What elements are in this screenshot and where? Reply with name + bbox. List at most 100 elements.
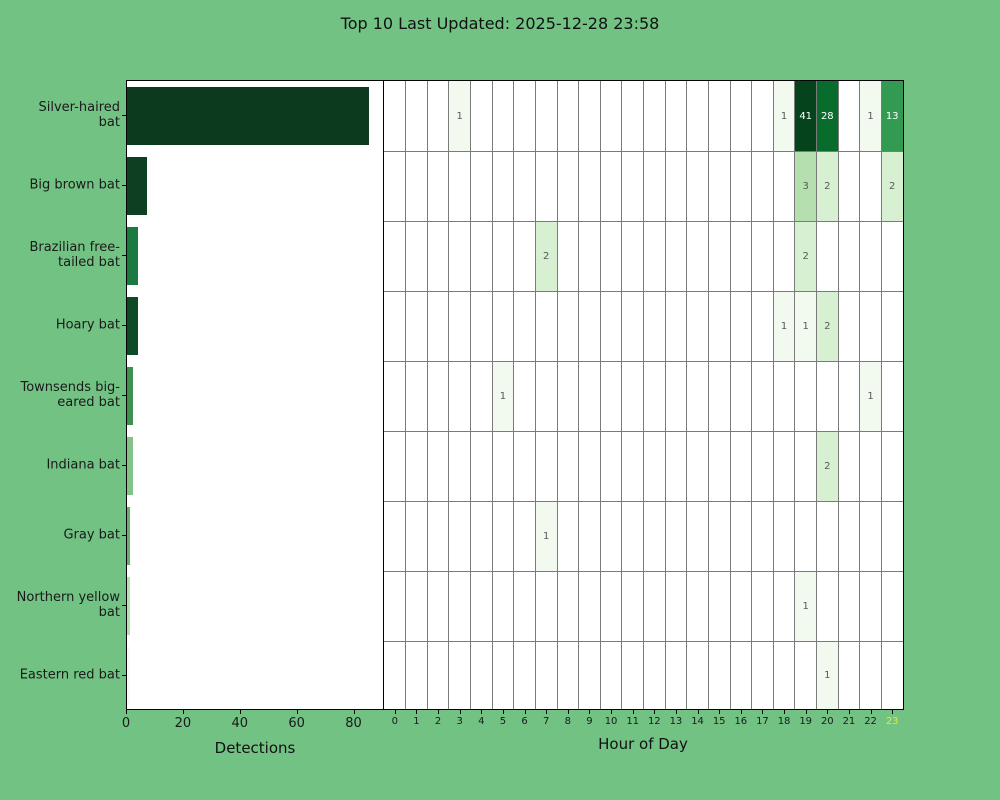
heatmap-vertical-gridline	[621, 81, 623, 709]
hour-tick-mark	[589, 710, 591, 714]
y-tick-mark	[122, 604, 126, 606]
heatmap-cell-r2-h19: 2	[794, 221, 817, 291]
hour-tick-label: 5	[499, 716, 507, 727]
hour-tick-mark	[697, 710, 699, 714]
hour-tick-mark	[784, 710, 786, 714]
bar-x-tick-mark	[296, 710, 298, 714]
heatmap-cell-r8-h20: 1	[816, 641, 839, 709]
bar-brazilian-free-tailed-bat	[127, 227, 139, 285]
hour-tick-label: 12	[647, 716, 661, 727]
heatmap-vertical-gridline	[751, 81, 753, 709]
y-tick-mark	[122, 394, 126, 396]
bar-x-tick-mark	[126, 710, 127, 714]
bar-chart-panel	[126, 80, 384, 710]
heatmap-horizontal-gridline	[384, 150, 903, 152]
y-tick-mark	[122, 254, 126, 256]
hour-tick-mark	[892, 710, 894, 714]
hour-tick-mark	[567, 710, 569, 714]
hour-tick-label: 0	[391, 716, 398, 727]
heatmap-cell-r3-h20: 2	[816, 291, 839, 361]
y-tick-label: Hoary bat	[55, 317, 120, 333]
bar-x-tick-label: 60	[288, 716, 305, 731]
heatmap-cell-r7-h19: 1	[794, 571, 817, 641]
bar-eastern-red-bat	[127, 647, 130, 705]
heatmap-horizontal-gridline	[384, 430, 903, 432]
hour-tick-mark	[632, 710, 634, 714]
y-tick-label: Townsends big- eared bat	[20, 380, 120, 410]
bar-x-tick-mark	[239, 710, 241, 714]
heatmap-vertical-gridline	[880, 81, 882, 709]
heatmap-horizontal-gridline	[384, 570, 903, 572]
heatmap-vertical-gridline	[513, 81, 515, 709]
y-tick-label: Big brown bat	[29, 177, 121, 193]
heatmap-vertical-gridline	[426, 81, 428, 709]
heatmap-horizontal-gridline	[384, 290, 903, 292]
hour-tick-label: 23	[885, 716, 899, 727]
hour-tick-mark	[524, 710, 526, 714]
hour-tick-label: 11	[626, 716, 640, 727]
y-tick-label: Eastern red bat	[19, 667, 120, 683]
bar-x-tick-mark	[353, 710, 355, 714]
hour-tick-mark	[805, 710, 807, 714]
bar-northern-yellow-bat	[127, 577, 130, 635]
heatmap-cell-r4-h5: 1	[492, 361, 514, 431]
heatmap-horizontal-gridline	[384, 360, 903, 362]
y-tick-label: Gray bat	[63, 527, 120, 543]
heatmap-vertical-gridline	[664, 81, 666, 709]
heatmap-vertical-gridline	[686, 81, 688, 709]
hour-tick-mark	[719, 710, 721, 714]
heatmap-xaxis-title: Hour of Day	[598, 735, 688, 753]
bar-x-tick-label: 40	[231, 716, 249, 731]
heatmap-vertical-gridline	[534, 81, 536, 709]
heatmap-cell-r3-h19: 1	[794, 291, 817, 361]
hour-tick-mark	[675, 710, 677, 714]
hour-tick-label: 18	[777, 716, 791, 727]
hour-tick-label: 21	[842, 716, 856, 727]
hour-tick-label: 20	[820, 716, 834, 727]
heatmap-cell-r1-h20: 2	[816, 151, 839, 221]
hour-tick-label: 1	[413, 716, 420, 727]
hour-tick-label: 8	[564, 716, 571, 727]
y-tick-mark	[122, 324, 126, 326]
y-tick-mark	[122, 534, 126, 536]
heatmap-vertical-gridline	[599, 81, 601, 709]
heatmap-cell-r1-h19: 3	[794, 151, 817, 221]
bar-big-brown-bat	[127, 157, 147, 215]
hour-tick-mark	[611, 710, 613, 714]
y-tick-label: Indiana bat	[46, 457, 120, 473]
heatmap-horizontal-gridline	[384, 500, 903, 502]
heatmap-cell-r0-h19: 41	[794, 81, 817, 151]
heatmap-vertical-gridline	[707, 81, 709, 709]
hour-tick-label: 7	[543, 716, 550, 727]
hour-tick-label: 2	[434, 716, 442, 727]
hour-tick-mark	[546, 710, 548, 714]
bar-x-tick-label: 20	[174, 716, 192, 731]
hour-tick-mark	[481, 710, 483, 714]
hour-tick-mark	[394, 710, 396, 714]
y-tick-mark	[122, 674, 126, 676]
bar-townsends-big-eared-bat	[127, 367, 133, 425]
hour-tick-label: 17	[756, 716, 769, 727]
hour-tick-label: 3	[456, 716, 463, 727]
hour-tick-mark	[870, 710, 872, 714]
heatmap-vertical-gridline	[470, 81, 471, 709]
hour-tick-mark	[848, 710, 850, 714]
y-tick-label: Brazilian free- tailed bat	[29, 240, 120, 270]
heatmap-cell-r0-h20: 28	[816, 81, 839, 151]
bar-hoary-bat	[127, 297, 139, 355]
hour-tick-label: 4	[478, 716, 485, 727]
heatmap-vertical-gridline	[556, 81, 558, 709]
heatmap-cell-r5-h20: 2	[816, 431, 839, 501]
bar-indiana-bat	[127, 437, 133, 495]
y-tick-mark	[122, 464, 126, 466]
hour-tick-label: 10	[604, 716, 618, 727]
heatmap-cell-r0-h23: 13	[881, 81, 903, 151]
heatmap-cell-r2-h7: 2	[535, 221, 557, 291]
hour-tick-label: 13	[669, 716, 683, 727]
heatmap-vertical-gridline	[729, 81, 731, 709]
heatmap-vertical-gridline	[794, 81, 796, 709]
hour-tick-label: 15	[712, 716, 726, 727]
figure-title: Top 10 Last Updated: 2025-12-28 23:58	[340, 14, 660, 33]
hour-tick-label: 16	[734, 716, 748, 727]
